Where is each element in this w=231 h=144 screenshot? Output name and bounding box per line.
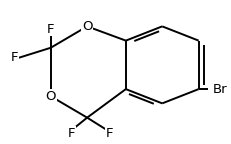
Text: Br: Br xyxy=(212,83,227,96)
Text: F: F xyxy=(11,51,18,64)
Text: F: F xyxy=(67,127,75,140)
Text: F: F xyxy=(47,23,55,36)
Text: F: F xyxy=(106,127,114,140)
Text: O: O xyxy=(46,90,56,103)
Text: O: O xyxy=(82,20,92,33)
